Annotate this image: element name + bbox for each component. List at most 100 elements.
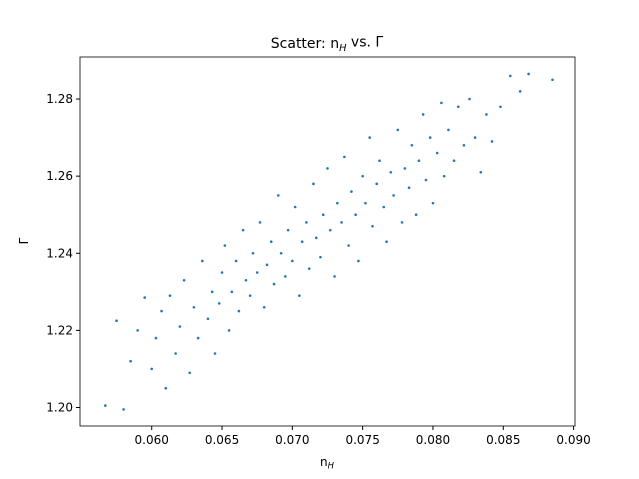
y-tick-label: 1.26 xyxy=(46,169,73,183)
scatter-point xyxy=(272,282,276,286)
scatter-point xyxy=(428,136,432,139)
scatter-point xyxy=(286,228,290,232)
scatter-point xyxy=(354,213,357,217)
y-tick-label: 1.20 xyxy=(46,400,73,414)
scatter-point xyxy=(217,302,221,305)
scatter-point xyxy=(244,278,248,282)
scatter-point xyxy=(371,224,374,228)
scatter-point xyxy=(178,325,182,328)
x-tick-label: 0.090 xyxy=(556,433,590,447)
scatter-point xyxy=(435,151,439,155)
x-tick-label: 0.060 xyxy=(135,433,169,447)
scatter-point xyxy=(279,251,283,255)
scatter-point xyxy=(220,271,224,274)
scatter-point xyxy=(321,213,325,217)
scatter-point xyxy=(122,408,125,411)
scatter-point xyxy=(468,97,471,101)
scatter-point xyxy=(382,205,386,209)
scatter-point xyxy=(206,317,210,321)
scatter-point xyxy=(410,143,414,147)
scatter-point xyxy=(255,271,259,274)
y-axis-label: Γ xyxy=(17,237,31,244)
scatter-point xyxy=(237,309,241,313)
scatter-point xyxy=(115,319,118,323)
scatter-point xyxy=(164,386,168,390)
scatter-point xyxy=(527,72,530,76)
scatter-point xyxy=(251,251,255,255)
y-tick-label: 1.24 xyxy=(46,246,73,260)
scatter-point xyxy=(291,259,294,263)
scatter-point xyxy=(368,136,371,139)
scatter-point xyxy=(319,255,322,259)
scatter-point xyxy=(518,90,522,93)
scatter-point xyxy=(385,240,388,243)
scatter-point xyxy=(424,178,428,182)
scatter-point xyxy=(196,336,200,340)
scatter-point xyxy=(329,228,332,232)
scatter-point xyxy=(442,174,446,178)
scatter-point xyxy=(201,259,204,263)
scatter-point xyxy=(357,259,360,263)
scatter-point xyxy=(347,244,350,247)
x-tick-label: 0.065 xyxy=(205,433,239,447)
y-tick-label: 1.28 xyxy=(46,92,73,106)
scatter-point xyxy=(431,201,435,205)
scatter-point xyxy=(440,101,443,105)
scatter-point xyxy=(293,205,297,209)
scatter-point xyxy=(509,74,512,78)
scatter-point xyxy=(462,143,466,147)
x-tick-label: 0.070 xyxy=(275,433,309,447)
scatter-point xyxy=(104,404,107,407)
scatter-point xyxy=(551,78,554,82)
scatter-point xyxy=(210,290,214,294)
scatter-point xyxy=(136,329,139,332)
scatter-point xyxy=(490,140,494,143)
scatter-point xyxy=(343,155,346,159)
scatter-point xyxy=(485,113,488,116)
scatter-point xyxy=(499,105,502,109)
y-tick-label: 1.22 xyxy=(46,323,73,337)
scatter-point xyxy=(447,128,450,132)
scatter-point xyxy=(129,359,132,363)
scatter-point xyxy=(276,194,280,197)
plot-frame xyxy=(79,56,576,427)
scatter-point xyxy=(248,294,252,297)
scatter-point xyxy=(378,159,381,163)
scatter-point xyxy=(414,213,418,217)
scatter-point xyxy=(213,352,217,355)
scatter-point xyxy=(364,201,367,205)
scatter-point xyxy=(336,201,339,205)
scatter-point xyxy=(375,182,379,186)
scatter-point xyxy=(326,167,329,170)
scatter-point xyxy=(143,296,146,299)
scatter-point xyxy=(452,159,456,163)
scatter-point xyxy=(300,240,304,243)
scatter-point xyxy=(417,159,421,163)
scatter-point xyxy=(314,236,318,240)
scatter-point xyxy=(396,128,400,132)
scatter-point xyxy=(192,305,196,309)
scatter-point xyxy=(265,263,269,267)
scatter-point xyxy=(234,259,238,263)
scatter-point xyxy=(284,275,287,278)
scatter-point xyxy=(188,371,191,375)
scatter-point xyxy=(227,329,231,332)
scatter-point xyxy=(473,136,477,139)
scatter-point xyxy=(223,244,227,247)
scatter-point xyxy=(174,352,177,355)
scatter-point xyxy=(403,167,407,170)
scatter-point xyxy=(407,186,411,190)
scatter-point xyxy=(389,170,393,174)
scatter-point xyxy=(305,221,308,224)
scatter-point xyxy=(312,182,315,186)
scatter-point xyxy=(392,194,395,197)
scatter-point xyxy=(340,221,343,224)
scatter-point xyxy=(333,275,336,278)
scatter-point xyxy=(456,105,460,109)
scatter-point xyxy=(150,367,154,371)
x-tick-label: 0.075 xyxy=(345,433,379,447)
scatter-point xyxy=(298,294,301,297)
scatter-point xyxy=(241,228,245,232)
scatter-point xyxy=(258,221,262,224)
